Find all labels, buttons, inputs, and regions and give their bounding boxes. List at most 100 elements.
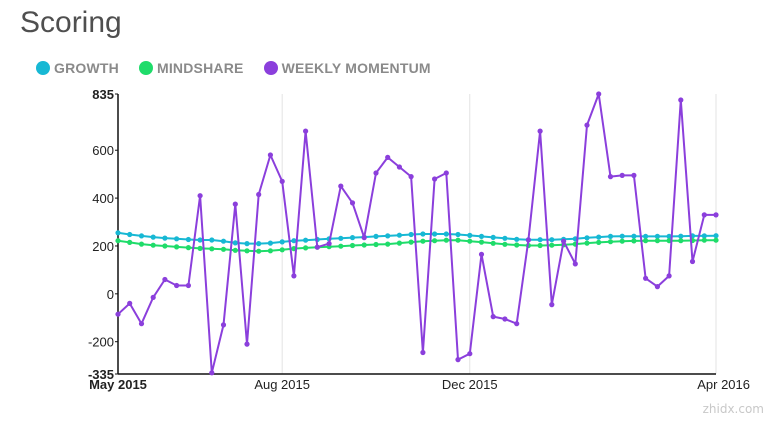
data-point-weekly-momentum[interactable]: [549, 302, 555, 308]
data-point-growth[interactable]: [162, 235, 168, 241]
data-point-mindshare[interactable]: [138, 241, 145, 247]
data-point-weekly-momentum[interactable]: [467, 351, 473, 357]
data-point-weekly-momentum[interactable]: [385, 154, 391, 160]
data-point-weekly-momentum[interactable]: [490, 314, 496, 320]
data-point-weekly-momentum[interactable]: [349, 200, 356, 206]
data-point-weekly-momentum[interactable]: [185, 282, 191, 289]
data-point-weekly-momentum[interactable]: [607, 174, 614, 180]
data-point-mindshare[interactable]: [267, 248, 273, 254]
data-point-growth[interactable]: [232, 240, 238, 246]
data-point-growth[interactable]: [666, 233, 672, 239]
data-point-weekly-momentum[interactable]: [326, 241, 332, 247]
data-point-mindshare[interactable]: [303, 245, 309, 251]
data-point-weekly-momentum[interactable]: [420, 349, 426, 356]
data-point-weekly-momentum[interactable]: [197, 193, 203, 199]
data-point-growth[interactable]: [631, 233, 637, 239]
data-point-weekly-momentum[interactable]: [678, 97, 684, 103]
data-point-weekly-momentum[interactable]: [291, 273, 297, 279]
data-point-growth[interactable]: [291, 238, 297, 244]
data-point-weekly-momentum[interactable]: [561, 238, 567, 244]
data-point-mindshare[interactable]: [443, 237, 449, 243]
data-point-weekly-momentum[interactable]: [666, 273, 672, 279]
data-point-weekly-momentum[interactable]: [279, 178, 285, 184]
data-point-mindshare[interactable]: [502, 241, 508, 247]
data-point-weekly-momentum[interactable]: [654, 284, 661, 290]
data-point-mindshare[interactable]: [385, 241, 391, 247]
data-point-mindshare[interactable]: [209, 246, 215, 252]
data-point-mindshare[interactable]: [701, 237, 707, 243]
data-point-growth[interactable]: [338, 235, 344, 241]
data-point-growth[interactable]: [607, 233, 614, 239]
data-point-weekly-momentum[interactable]: [209, 370, 215, 376]
data-point-mindshare[interactable]: [197, 245, 203, 251]
data-point-mindshare[interactable]: [467, 238, 473, 244]
data-point-mindshare[interactable]: [549, 242, 555, 248]
data-point-growth[interactable]: [209, 237, 215, 243]
data-point-growth[interactable]: [584, 235, 590, 241]
data-point-weekly-momentum[interactable]: [713, 212, 719, 218]
data-point-growth[interactable]: [537, 237, 543, 243]
data-point-growth[interactable]: [267, 240, 273, 246]
data-point-weekly-momentum[interactable]: [127, 300, 133, 306]
data-point-mindshare[interactable]: [232, 247, 238, 253]
data-point-weekly-momentum[interactable]: [502, 316, 508, 322]
data-point-mindshare[interactable]: [256, 248, 262, 254]
data-point-mindshare[interactable]: [537, 242, 543, 249]
data-point-growth[interactable]: [490, 234, 496, 240]
data-point-weekly-momentum[interactable]: [537, 128, 543, 134]
data-point-mindshare[interactable]: [619, 238, 625, 244]
data-point-weekly-momentum[interactable]: [408, 174, 414, 180]
data-point-weekly-momentum[interactable]: [361, 235, 367, 241]
data-point-mindshare[interactable]: [455, 237, 461, 243]
data-point-mindshare[interactable]: [150, 242, 156, 248]
data-point-mindshare[interactable]: [596, 239, 602, 245]
data-point-growth[interactable]: [701, 233, 707, 239]
data-point-growth[interactable]: [256, 241, 262, 247]
data-point-weekly-momentum[interactable]: [432, 176, 438, 182]
data-point-mindshare[interactable]: [373, 241, 379, 248]
data-point-mindshare[interactable]: [127, 239, 133, 245]
data-point-mindshare[interactable]: [713, 237, 719, 243]
data-point-weekly-momentum[interactable]: [138, 321, 145, 327]
data-point-mindshare[interactable]: [432, 238, 438, 244]
data-point-weekly-momentum[interactable]: [314, 244, 320, 250]
data-point-mindshare[interactable]: [490, 240, 496, 246]
data-point-mindshare[interactable]: [607, 239, 614, 245]
data-point-weekly-momentum[interactable]: [267, 152, 273, 158]
data-point-mindshare[interactable]: [678, 238, 684, 244]
data-point-mindshare[interactable]: [220, 246, 227, 252]
data-point-weekly-momentum[interactable]: [584, 122, 590, 128]
data-point-growth[interactable]: [549, 237, 555, 243]
data-point-weekly-momentum[interactable]: [689, 258, 696, 265]
data-point-mindshare[interactable]: [361, 242, 367, 248]
data-point-mindshare[interactable]: [244, 248, 250, 254]
data-point-growth[interactable]: [467, 232, 473, 238]
data-point-growth[interactable]: [502, 235, 508, 241]
data-point-mindshare[interactable]: [643, 238, 649, 244]
data-point-weekly-momentum[interactable]: [619, 172, 625, 178]
data-point-growth[interactable]: [385, 233, 391, 239]
data-point-weekly-momentum[interactable]: [525, 237, 532, 243]
data-point-weekly-momentum[interactable]: [162, 276, 168, 283]
data-point-weekly-momentum[interactable]: [115, 311, 121, 317]
data-point-growth[interactable]: [478, 233, 485, 239]
data-point-weekly-momentum[interactable]: [150, 294, 156, 300]
data-point-mindshare[interactable]: [174, 244, 180, 250]
legend-item-growth[interactable]: GROWTH: [36, 60, 119, 76]
data-point-growth[interactable]: [408, 231, 414, 238]
data-point-growth[interactable]: [174, 236, 180, 242]
data-point-growth[interactable]: [138, 233, 145, 239]
data-point-weekly-momentum[interactable]: [256, 191, 262, 198]
data-point-growth[interactable]: [303, 237, 309, 243]
legend-item-weekly-momentum[interactable]: WEEKLY MOMENTUM: [263, 60, 431, 76]
data-point-growth[interactable]: [619, 233, 625, 239]
data-point-growth[interactable]: [279, 239, 285, 245]
data-point-weekly-momentum[interactable]: [220, 322, 227, 328]
data-point-mindshare[interactable]: [478, 239, 485, 245]
data-point-growth[interactable]: [420, 231, 426, 237]
data-point-weekly-momentum[interactable]: [643, 275, 649, 281]
data-point-weekly-momentum[interactable]: [631, 172, 637, 178]
data-point-weekly-momentum[interactable]: [232, 201, 238, 207]
data-point-growth[interactable]: [455, 231, 461, 238]
data-point-growth[interactable]: [185, 236, 191, 243]
